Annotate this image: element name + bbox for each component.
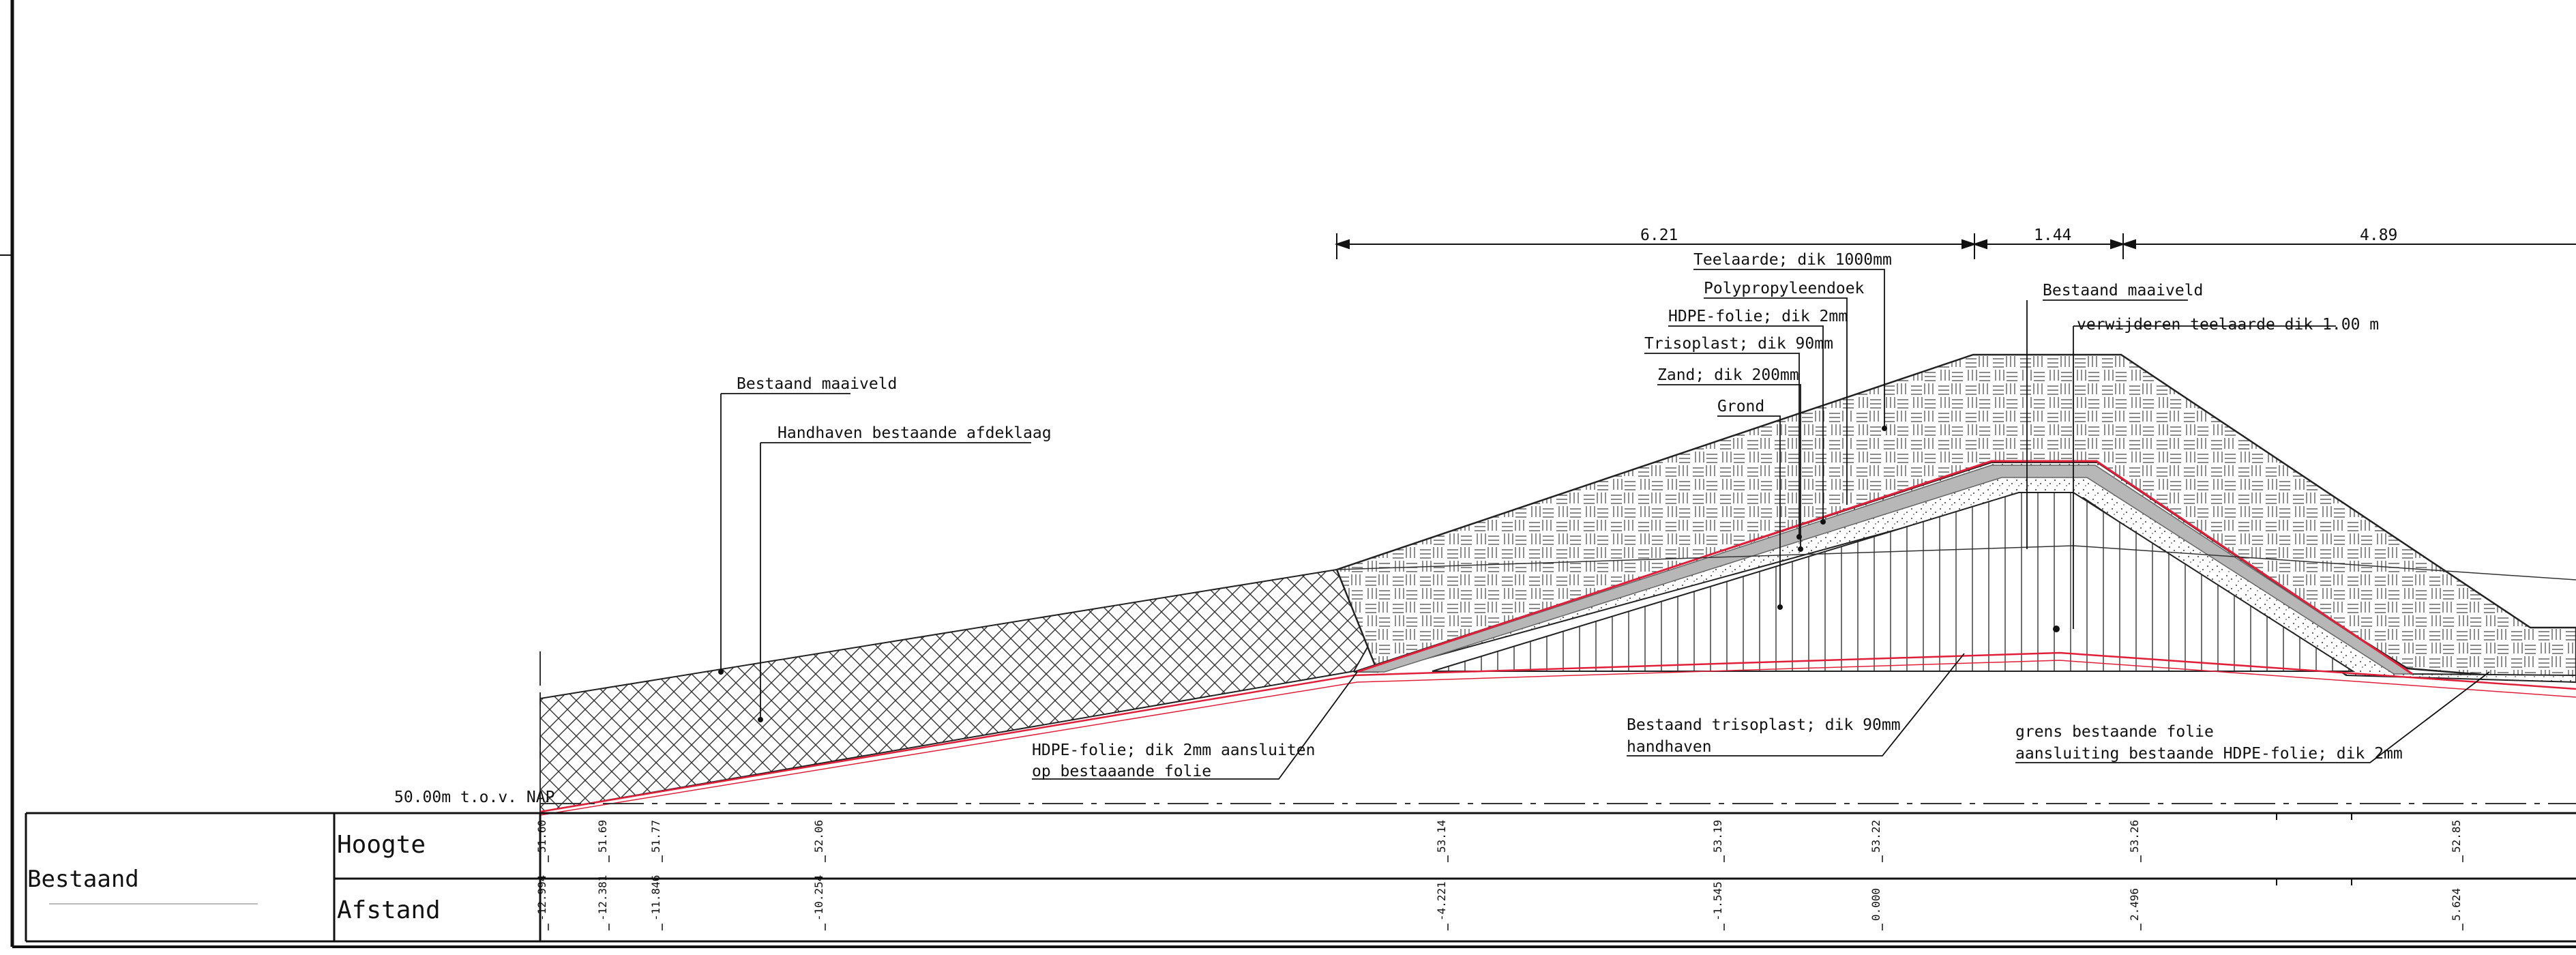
label-grond: Grond <box>1717 398 1764 415</box>
hoogte-value: 51.69 <box>596 820 609 853</box>
label-zand: Zand; dik 200mm <box>1657 366 1799 384</box>
hoogte-value: 52.06 <box>812 820 825 853</box>
table-values: 51.60 51.69 51.77 52.06 53.14 53.19 53.22 53.26… <box>535 820 2463 930</box>
layer-leaders <box>720 269 2490 780</box>
label-trisoplast-bestaand: Bestaand trisoplast; dik 90mm <box>1627 716 1901 734</box>
hoogte-value: 53.22 <box>1869 820 1882 853</box>
foil-line-existing-2 <box>539 660 2576 816</box>
label-maaiveld-right: Bestaand maaiveld <box>2043 282 2203 299</box>
afstand-value: 5.624 <box>2450 888 2463 921</box>
afstand-value: 0.000 <box>1869 888 1882 921</box>
hoogte-value: 53.19 <box>1711 820 1724 853</box>
afstand-value: -12.381 <box>596 875 609 921</box>
hoogte-value: 51.77 <box>649 820 662 853</box>
label-trisoplast-bestaand-2: handhaven <box>1627 738 1712 756</box>
afstand-value: -4.221 <box>1435 881 1448 921</box>
label-polypropyleen: Polypropyleendoek <box>1704 280 1865 297</box>
afstand-value: -12.994 <box>535 875 548 921</box>
dimension-1-44: 1.44 <box>2034 226 2071 244</box>
label-teelaarde: Teelaarde; dik 1000mm <box>1693 251 1892 269</box>
label-grens-2: aansluiting bestaande HDPE-folie; dik 2m… <box>2015 745 2403 763</box>
label-hdpe-aansluiten: HDPE-folie; dik 2mm aansluiten <box>1032 741 1315 759</box>
afstand-value: -11.846 <box>649 875 662 921</box>
foil-line-existing <box>539 651 2576 813</box>
hoogte-value: 51.60 <box>535 820 548 853</box>
hoogte-value: 53.26 <box>2128 820 2141 853</box>
hoogte-value: 52.85 <box>2450 820 2463 853</box>
label-trisoplast: Trisoplast; dik 90mm <box>1644 335 1833 353</box>
data-table <box>25 812 2576 943</box>
label-afdeklaag: Handhaven bestaande afdeklaag <box>778 424 1052 442</box>
foil-line-top <box>1357 460 2413 675</box>
table-row-afstand: Afstand <box>337 896 441 924</box>
label-maaiveld-left: Bestaand maaiveld <box>737 375 897 393</box>
afstand-value: -10.254 <box>812 875 825 921</box>
reference-label: 50.00m t.o.v. NAP <box>394 789 554 806</box>
hoogte-value: 53.14 <box>1435 820 1448 853</box>
label-verwijderen: verwijderen teelaarde dik 1.00 m <box>2077 316 2379 334</box>
label-grens: grens bestaande folie <box>2015 723 2214 741</box>
dimension-4-89: 4.89 <box>2360 226 2397 244</box>
afstand-value: 2.496 <box>2128 888 2141 921</box>
dimension-lines <box>1334 233 2576 259</box>
label-hdpe-aansluiten-2: op bestaaande folie <box>1032 763 1211 780</box>
leader-dots <box>718 426 2060 722</box>
table-row-hoogte: Hoogte <box>337 831 426 859</box>
dimension-6-21: 6.21 <box>1640 226 1678 244</box>
layer-sand <box>1353 462 2576 684</box>
layer-hdpe-trisoplast <box>1357 465 2414 675</box>
afstand-value: -1.545 <box>1711 881 1724 921</box>
table-section-label: Bestaand <box>27 866 139 893</box>
label-hdpe: HDPE-folie; dik 2mm <box>1668 308 1848 325</box>
